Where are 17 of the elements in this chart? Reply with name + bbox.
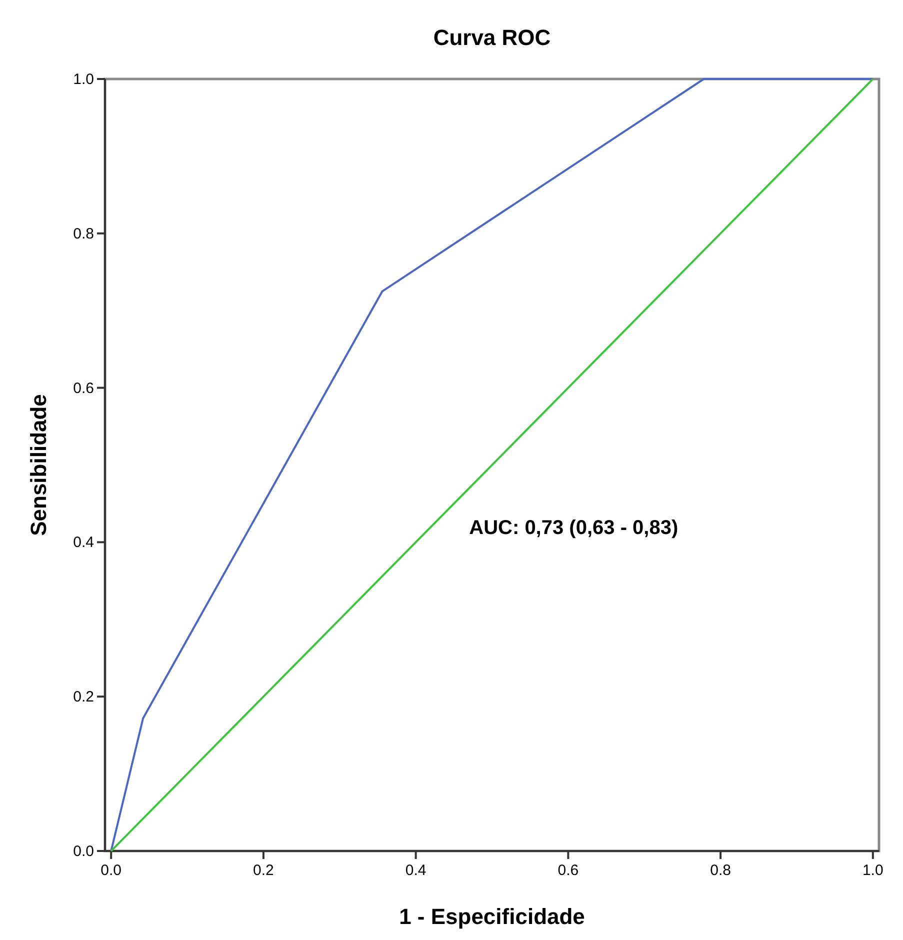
y-tick-label: 0.2 [73, 688, 94, 706]
y-tick-label: 1.0 [73, 71, 94, 88]
x-tick-label: 0.8 [710, 862, 731, 879]
x-tick-label: 0.4 [405, 862, 426, 879]
y-tick-label: 0.8 [73, 225, 94, 242]
y-tick-label: 0.6 [73, 380, 94, 397]
x-tick-label: 1.0 [862, 862, 884, 879]
y-tick-label: 0.4 [73, 534, 94, 552]
x-tick-label: 0.0 [100, 862, 122, 879]
x-tick-label: 0.2 [253, 862, 274, 879]
y-axis-title: Sensibilidade [26, 394, 51, 536]
y-tick-label: 0.0 [73, 843, 94, 860]
x-axis-title: 1 - Especificidade [399, 904, 585, 929]
chart-title: Curva ROC [433, 25, 551, 50]
x-tick-label: 0.6 [558, 862, 579, 879]
line-series [110, 78, 874, 852]
annotation: AUC: 0,73 (0,63 - 0,83) [469, 516, 678, 539]
